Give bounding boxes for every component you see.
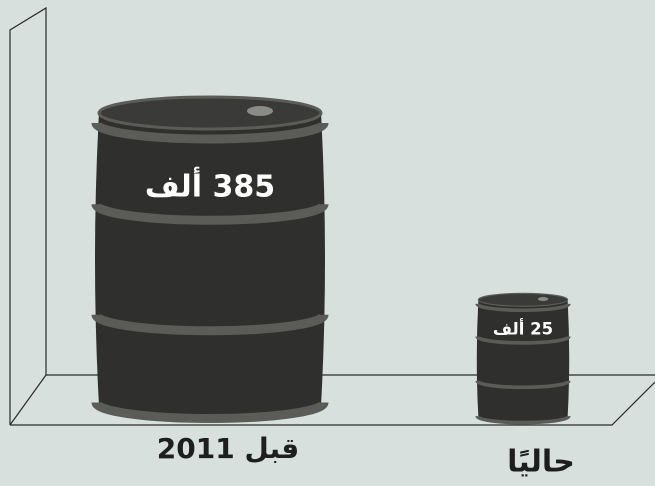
barrel <box>477 293 569 424</box>
category-label: حاليًا <box>507 445 575 480</box>
barrel-cap <box>247 106 273 116</box>
barrel <box>95 97 325 422</box>
barrel-body <box>95 113 325 422</box>
barrel-top <box>99 97 321 129</box>
barrel-cap <box>538 297 548 301</box>
barrel-top <box>478 293 567 306</box>
chart: 385 ألف قبل 2011 25 ألف حاليًا <box>0 0 655 486</box>
barrel-body <box>477 300 569 424</box>
value-label: 25 ألف <box>493 318 553 338</box>
category-label: قبل 2011 <box>157 432 299 465</box>
value-label: 385 ألف <box>145 167 275 205</box>
